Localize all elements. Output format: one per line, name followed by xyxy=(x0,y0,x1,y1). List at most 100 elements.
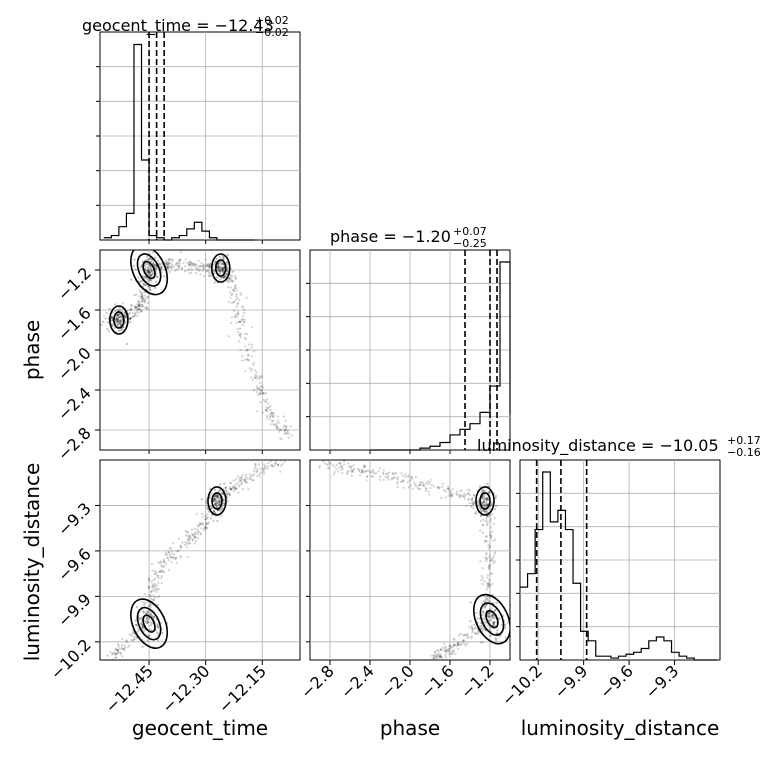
sample-point xyxy=(480,625,483,628)
sample-point xyxy=(485,559,488,563)
sample-point xyxy=(485,552,488,555)
grid-lines xyxy=(100,32,720,660)
sample-point xyxy=(234,284,237,287)
sample-point xyxy=(479,627,483,631)
sample-point xyxy=(240,482,244,486)
sample-point xyxy=(141,625,144,628)
sample-point xyxy=(492,621,496,624)
sample-point xyxy=(479,529,482,532)
sample-point xyxy=(455,644,458,647)
sample-point xyxy=(445,651,448,654)
sample-point xyxy=(133,314,136,318)
sample-point xyxy=(239,291,242,294)
sample-point xyxy=(111,317,114,320)
sample-point xyxy=(130,634,133,637)
sample-point xyxy=(462,634,465,637)
sample-point xyxy=(142,282,145,285)
sample-point xyxy=(484,600,487,603)
sample-point xyxy=(363,470,366,474)
sample-point xyxy=(478,485,481,488)
sample-point xyxy=(185,542,188,546)
sample-point xyxy=(262,468,265,471)
sample-point xyxy=(478,506,482,509)
sample-point xyxy=(453,644,456,647)
sample-point xyxy=(245,296,248,299)
sample-point xyxy=(121,655,124,658)
sample-point xyxy=(243,358,247,361)
sample-point xyxy=(494,609,497,612)
sample-point xyxy=(466,636,469,640)
sample-point xyxy=(213,511,216,514)
sample-point xyxy=(188,272,191,275)
sample-point xyxy=(473,502,476,505)
sample-point xyxy=(491,615,494,619)
sample-point xyxy=(148,279,151,282)
sample-point xyxy=(365,479,368,482)
sample-point xyxy=(158,262,161,265)
sample-point xyxy=(155,590,158,594)
sample-point xyxy=(438,654,441,658)
sample-point xyxy=(483,496,486,499)
sample-point xyxy=(150,269,153,272)
sample-point xyxy=(444,496,447,499)
y-tick-label-phase: −2.4 xyxy=(54,383,95,424)
sample-point xyxy=(283,424,286,427)
sample-point xyxy=(451,650,454,653)
sample-point xyxy=(375,472,378,475)
sample-point xyxy=(486,597,489,600)
sample-point xyxy=(468,498,471,501)
sample-point xyxy=(282,425,285,428)
sample-point xyxy=(202,527,205,530)
sample-point xyxy=(224,487,227,490)
sample-point xyxy=(433,485,436,488)
sample-point xyxy=(244,479,247,482)
sample-point xyxy=(489,626,492,629)
sample-point xyxy=(463,495,466,498)
sample-point xyxy=(467,498,470,501)
sample-point xyxy=(218,269,221,272)
sample-point xyxy=(276,427,279,430)
sample-point xyxy=(196,528,199,531)
sample-point xyxy=(486,573,489,576)
sample-point xyxy=(116,652,119,655)
sample-point xyxy=(196,267,199,270)
sample-point xyxy=(444,647,447,650)
sample-point xyxy=(485,497,488,500)
sample-point xyxy=(400,472,403,475)
sample-point xyxy=(259,393,262,396)
sample-point xyxy=(207,521,210,524)
sample-point xyxy=(217,494,220,497)
sample-point xyxy=(221,267,224,270)
sample-point xyxy=(492,539,495,542)
sample-point xyxy=(147,576,150,580)
sample-point xyxy=(227,492,230,495)
sample-point xyxy=(230,487,233,491)
sample-point xyxy=(116,318,119,321)
sample-point xyxy=(159,560,163,563)
sample-point xyxy=(119,319,122,322)
sample-point xyxy=(266,465,270,468)
sample-point xyxy=(463,633,466,637)
sample-point xyxy=(133,258,136,261)
sample-point xyxy=(218,255,221,258)
sample-point xyxy=(171,258,174,261)
sample-point xyxy=(445,649,448,652)
sample-point xyxy=(223,266,226,269)
sample-point xyxy=(215,493,218,496)
sample-point xyxy=(156,624,159,627)
sample-point xyxy=(140,309,143,312)
sample-point xyxy=(119,651,122,654)
sample-point xyxy=(269,464,272,467)
sample-point xyxy=(427,490,430,493)
sample-point xyxy=(430,654,433,657)
contour-geocent_time-phase xyxy=(130,250,169,296)
sample-point xyxy=(119,315,123,318)
sample-point xyxy=(472,507,475,510)
sample-point xyxy=(146,307,149,311)
sample-point xyxy=(216,500,219,503)
sample-point xyxy=(396,482,399,485)
sample-point xyxy=(324,456,326,458)
sample-point xyxy=(180,266,183,270)
sample-point xyxy=(205,264,208,267)
sample-point xyxy=(149,613,153,616)
